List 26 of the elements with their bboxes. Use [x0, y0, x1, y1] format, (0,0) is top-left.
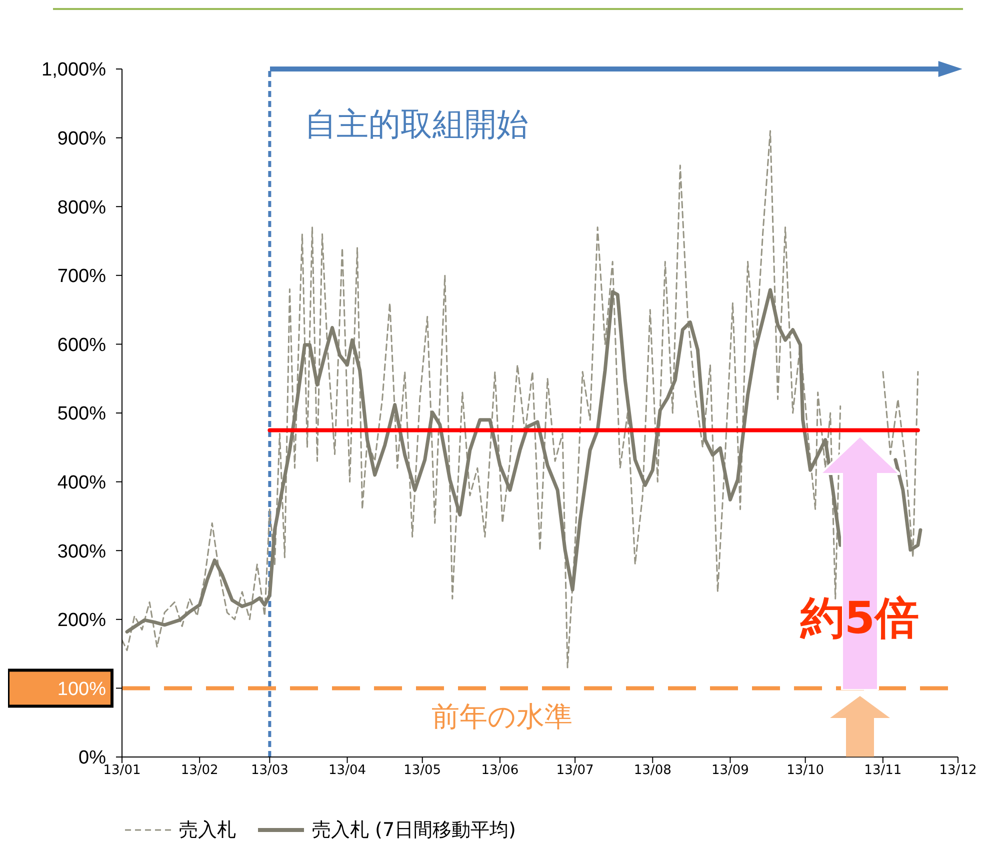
y-tick-label: 500%: [57, 404, 106, 425]
annotation: 約5倍: [800, 593, 919, 644]
x-tick-label: 13/11: [864, 763, 902, 778]
x-tick-label: 13/07: [556, 763, 594, 778]
x-tick-label: 13/08: [634, 763, 672, 778]
y-tick-label: 300%: [57, 541, 106, 562]
y-tick-label: 800%: [57, 197, 106, 218]
legend-label: 売入札: [179, 818, 236, 843]
y-tick-label: 900%: [57, 128, 106, 150]
x-tick-label: 13/05: [404, 763, 442, 778]
ref-line-label: 前年の水準: [431, 699, 572, 736]
x-tick-label: 13/09: [711, 763, 749, 778]
x-tick-label: 13/06: [481, 763, 519, 778]
y-tick-label: 200%: [57, 610, 106, 632]
legend-label: 売入札 (7日間移動平均): [312, 818, 516, 843]
y-tick-label: 400%: [57, 472, 106, 494]
x-tick-label: 13/04: [328, 763, 366, 778]
x-tick-label: 13/10: [786, 763, 824, 778]
x-tick-label: 13/03: [250, 763, 288, 778]
x-tick-label: 13/02: [180, 763, 218, 778]
y-tick-label: 1,000%: [42, 60, 106, 81]
y-tick-label: 600%: [57, 334, 106, 356]
x-tick-label: 13/12: [939, 763, 977, 778]
y-tick-label: 700%: [57, 266, 106, 288]
annotation: 自主的取組開始: [304, 105, 529, 144]
y-tick-label: 100%: [57, 678, 106, 700]
